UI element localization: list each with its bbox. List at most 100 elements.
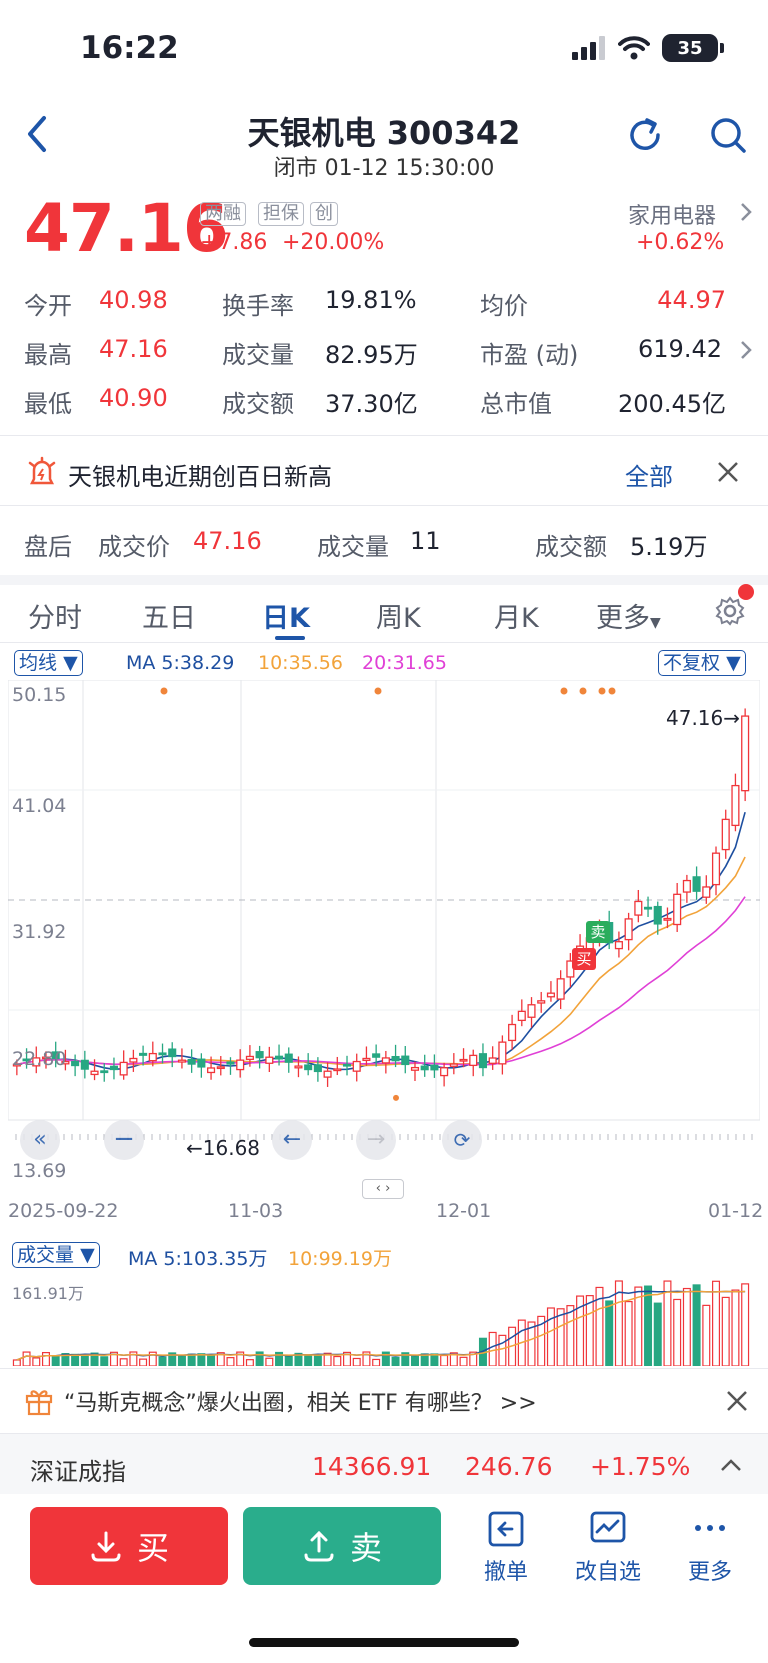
- buy-signal[interactable]: 买: [572, 948, 596, 970]
- candle-body: [527, 1004, 536, 1018]
- tab-daily-k[interactable]: 日K: [262, 603, 310, 634]
- candle-body: [216, 1066, 225, 1070]
- candle-body: [313, 1064, 322, 1073]
- volume-bar: [576, 1295, 585, 1366]
- status-icons: 35: [572, 34, 724, 62]
- search-icon[interactable]: [708, 115, 748, 155]
- vol-max-label: 161.91万: [12, 1284, 84, 1303]
- volume-bar: [304, 1354, 313, 1366]
- candle-body: [459, 1058, 468, 1062]
- cancel-order-label: 撤单: [483, 1560, 528, 1585]
- chevron-right-icon[interactable]: [740, 202, 752, 222]
- cancel-order-button[interactable]: 撤单: [466, 1510, 546, 1586]
- buy-button[interactable]: 买: [30, 1507, 228, 1585]
- volume-chart[interactable]: [8, 1260, 760, 1366]
- after-hours-label: 盘后: [24, 533, 72, 561]
- close-icon[interactable]: [726, 1390, 748, 1412]
- tab-more[interactable]: 更多▼: [596, 596, 661, 635]
- x-tick-label: 01-12: [708, 1200, 764, 1222]
- news-all-link[interactable]: 全部: [625, 463, 673, 491]
- volume-bar: [71, 1353, 80, 1366]
- promo-banner[interactable]: “马斯克概念”爆火出圈，相关 ETF 有哪些？ >>: [64, 1391, 537, 1416]
- arrow-right-icon[interactable]: →: [356, 1120, 396, 1160]
- tag-collateral[interactable]: 担保: [258, 202, 304, 226]
- candle-body: [643, 906, 653, 910]
- candle-body: [100, 1070, 109, 1074]
- ma10-line: [16, 856, 746, 1067]
- candle-body: [614, 941, 623, 950]
- drag-handle-icon[interactable]: ‹ ›: [362, 1179, 404, 1199]
- event-dot: [608, 687, 616, 695]
- candle-body: [440, 1067, 449, 1077]
- index-change-pct: +1.75%: [590, 1452, 691, 1481]
- candle-body: [51, 1051, 60, 1060]
- wifi-icon: [618, 36, 650, 60]
- chevron-right-icon[interactable]: [740, 340, 752, 360]
- tag-chinext[interactable]: 创: [310, 202, 338, 226]
- current-price: 47.16: [24, 190, 229, 267]
- candle-body: [274, 1055, 284, 1060]
- more-button[interactable]: 更多: [670, 1510, 750, 1586]
- chevron-up-icon[interactable]: [720, 1458, 742, 1472]
- stat-label: 均价: [480, 292, 528, 320]
- volume-bar: [80, 1354, 89, 1366]
- volume-bar: [51, 1355, 60, 1366]
- y-tick-label: 41.04: [12, 795, 67, 817]
- volume-bar: [187, 1353, 196, 1366]
- candle-body: [168, 1048, 177, 1058]
- stat-value: 82.95万: [325, 341, 418, 369]
- adjust-selector[interactable]: 不复权 ▼: [658, 650, 746, 676]
- indicator-selector[interactable]: 成交量 ▼: [12, 1242, 100, 1268]
- candle-body: [245, 1055, 254, 1060]
- rewind-icon[interactable]: «: [20, 1120, 60, 1160]
- volume-bars: [12, 1280, 750, 1366]
- refresh-icon[interactable]: [625, 115, 665, 155]
- event-dot: [374, 687, 382, 695]
- event-dot: [579, 687, 587, 695]
- volume-bar: [362, 1351, 371, 1366]
- alarm-icon: [28, 456, 56, 485]
- volume-bar: [741, 1283, 750, 1366]
- tag-margin[interactable]: 两融: [200, 202, 246, 226]
- candle-body: [148, 1052, 157, 1062]
- ma-selector[interactable]: 均线 ▼: [14, 650, 83, 676]
- volume-bar: [731, 1289, 740, 1366]
- news-headline[interactable]: 天银机电近期创百日新高: [68, 463, 332, 491]
- volume-bar: [343, 1351, 352, 1366]
- ma5-line: [16, 811, 746, 1071]
- volume-bar: [410, 1354, 419, 1366]
- kline-overlay: [160, 687, 616, 1101]
- volume-bar: [352, 1357, 361, 1366]
- after-hours-amount-label: 成交额: [535, 533, 607, 561]
- tab-monthly-k[interactable]: 月K: [494, 603, 539, 634]
- sector-name[interactable]: 家用电器: [628, 204, 717, 229]
- tab-weekly-k[interactable]: 周K: [376, 603, 421, 634]
- volume-bar: [430, 1353, 439, 1366]
- tab-five-day[interactable]: 五日: [142, 603, 196, 634]
- candle-body: [129, 1057, 138, 1063]
- battery-tip: [720, 43, 724, 53]
- volume-bar: [391, 1356, 400, 1366]
- candle-body: [294, 1065, 303, 1069]
- candle-body: [624, 918, 633, 941]
- volume-bar: [275, 1351, 284, 1366]
- arrow-left-icon[interactable]: ←: [272, 1120, 312, 1160]
- kline-chart[interactable]: [8, 680, 760, 1240]
- zoom-out-icon[interactable]: −: [104, 1120, 144, 1160]
- candle-body: [391, 1055, 400, 1062]
- edit-watchlist-button[interactable]: 改自选: [568, 1510, 648, 1586]
- candle-body: [469, 1054, 478, 1067]
- settings-icon[interactable]: [714, 595, 746, 627]
- sell-button[interactable]: 卖: [243, 1507, 441, 1585]
- cancel-order-icon: [488, 1511, 524, 1547]
- volume-bar: [556, 1308, 565, 1366]
- close-icon[interactable]: [717, 461, 739, 483]
- section-gap: [0, 575, 768, 585]
- rotate-icon[interactable]: ⟳: [442, 1120, 482, 1160]
- index-ticker[interactable]: [0, 1434, 768, 1494]
- sell-signal[interactable]: 卖: [586, 921, 610, 943]
- candle-body: [508, 1023, 517, 1042]
- tab-intraday[interactable]: 分时: [28, 603, 82, 634]
- back-icon[interactable]: [18, 112, 58, 156]
- volume-bar: [265, 1357, 274, 1366]
